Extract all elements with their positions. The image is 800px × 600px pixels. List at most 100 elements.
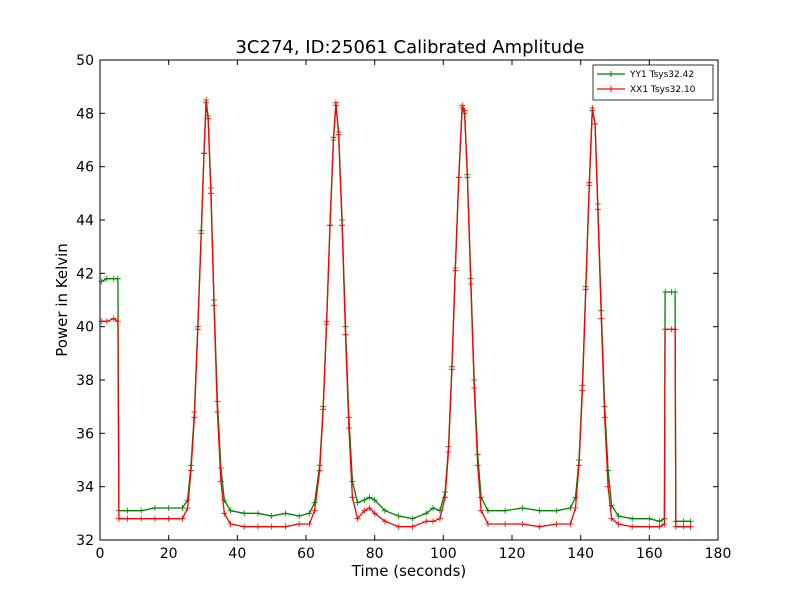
data-point-marker — [605, 467, 612, 474]
x-tick-label: 160 — [636, 546, 663, 562]
data-point-marker — [316, 467, 323, 474]
data-point-marker — [430, 505, 437, 511]
data-point-marker — [296, 521, 303, 527]
data-point-marker — [268, 523, 275, 530]
data-point-marker — [381, 518, 388, 525]
data-point-marker — [361, 497, 368, 503]
data-point-marker — [191, 414, 198, 421]
x-tick-label: 40 — [228, 546, 246, 562]
data-point-marker — [296, 513, 303, 519]
data-point-marker — [629, 515, 636, 522]
data-point-marker — [461, 107, 468, 114]
y-tick-label: 42 — [76, 266, 94, 282]
data-point-marker — [207, 190, 214, 197]
y-tick-label: 50 — [76, 53, 94, 69]
data-point-marker — [459, 102, 466, 109]
chart-title: 3C274, ID:25061 Calibrated Amplitude — [235, 37, 584, 58]
data-point-marker — [579, 387, 586, 394]
data-point-marker — [227, 507, 234, 514]
legend-marker — [608, 86, 614, 92]
data-point-marker — [221, 510, 228, 517]
data-point-marker — [608, 515, 615, 522]
data-point-marker — [478, 494, 485, 501]
data-point-marker — [366, 505, 373, 511]
y-axis-title: Power in Kelvin — [53, 243, 71, 357]
y-tick-label: 38 — [76, 373, 94, 389]
data-point-marker — [442, 494, 449, 501]
data-point-marker — [430, 518, 437, 525]
data-point-marker — [423, 510, 430, 517]
data-point-marker — [471, 385, 478, 391]
data-point-marker — [187, 467, 194, 474]
data-point-marker — [656, 518, 663, 525]
x-tick-label: 140 — [567, 546, 594, 562]
data-point-marker — [615, 521, 622, 527]
data-point-marker — [553, 521, 560, 527]
data-point-marker — [254, 523, 261, 530]
data-point-marker — [241, 510, 248, 517]
data-point-marker — [484, 507, 491, 514]
x-tick-label: 80 — [366, 546, 384, 562]
plot-frame — [99, 59, 719, 541]
data-point-marker — [687, 523, 694, 530]
data-point-marker — [687, 518, 694, 525]
data-point-marker — [519, 521, 526, 527]
y-tick-label: 36 — [76, 426, 94, 442]
data-point-marker — [536, 523, 543, 530]
data-point-marker — [165, 505, 172, 511]
data-point-marker — [605, 483, 612, 490]
legend-box — [592, 64, 714, 101]
y-tick-label: 48 — [76, 106, 94, 122]
data-point-marker — [349, 494, 356, 501]
y-tick-label: 46 — [76, 160, 94, 176]
x-axis-title: Time (seconds) — [351, 562, 467, 580]
data-point-marker — [179, 505, 186, 511]
data-point-marker — [217, 478, 224, 485]
data-point-marker — [354, 499, 361, 506]
data-point-marker — [184, 505, 191, 511]
data-point-marker — [662, 289, 669, 295]
data-point-marker — [268, 513, 275, 519]
legend-entries: YY1 Tsys32.42 XX1 Tsys32.10 — [597, 70, 696, 95]
data-point-marker — [680, 523, 687, 530]
data-point-marker — [241, 523, 248, 530]
y-tick-label: 40 — [76, 320, 94, 336]
data-point-marker — [371, 497, 378, 503]
data-point-marker — [598, 315, 605, 322]
data-point-marker — [484, 521, 491, 527]
data-point-marker — [138, 515, 145, 522]
data-point-marker — [589, 105, 596, 111]
data-point-marker — [395, 523, 402, 530]
x-tick-label: 100 — [430, 546, 457, 562]
plot-area — [98, 97, 694, 530]
data-point-marker — [661, 521, 668, 527]
data-point-marker — [115, 515, 122, 522]
data-point-marker — [409, 515, 416, 522]
data-point-marker — [282, 523, 289, 530]
y-tick-label: 34 — [76, 480, 94, 496]
data-point-marker — [629, 523, 636, 530]
data-point-marker — [656, 523, 663, 530]
data-point-marker — [601, 414, 608, 421]
x-tick-label: 0 — [96, 546, 105, 562]
data-point-marker — [586, 179, 593, 186]
data-point-marker — [254, 510, 261, 517]
x-tick-label: 20 — [160, 546, 178, 562]
data-point-marker — [409, 523, 416, 530]
data-point-marker — [124, 515, 131, 522]
data-point-marker — [575, 462, 582, 469]
data-point-marker — [567, 521, 574, 527]
data-point-marker — [502, 521, 509, 527]
data-point-marker — [502, 507, 509, 514]
data-point-marker — [330, 134, 337, 141]
data-point-marker — [110, 315, 117, 322]
data-point-marker — [553, 507, 560, 514]
legend-marker — [608, 71, 614, 77]
x-tick-label: 120 — [499, 546, 526, 562]
legend: YY1 Tsys32.42 XX1 Tsys32.10 — [592, 64, 714, 101]
data-point-marker — [680, 518, 687, 525]
data-point-marker — [672, 326, 679, 333]
data-point-marker — [381, 507, 388, 514]
data-point-marker — [214, 409, 221, 415]
